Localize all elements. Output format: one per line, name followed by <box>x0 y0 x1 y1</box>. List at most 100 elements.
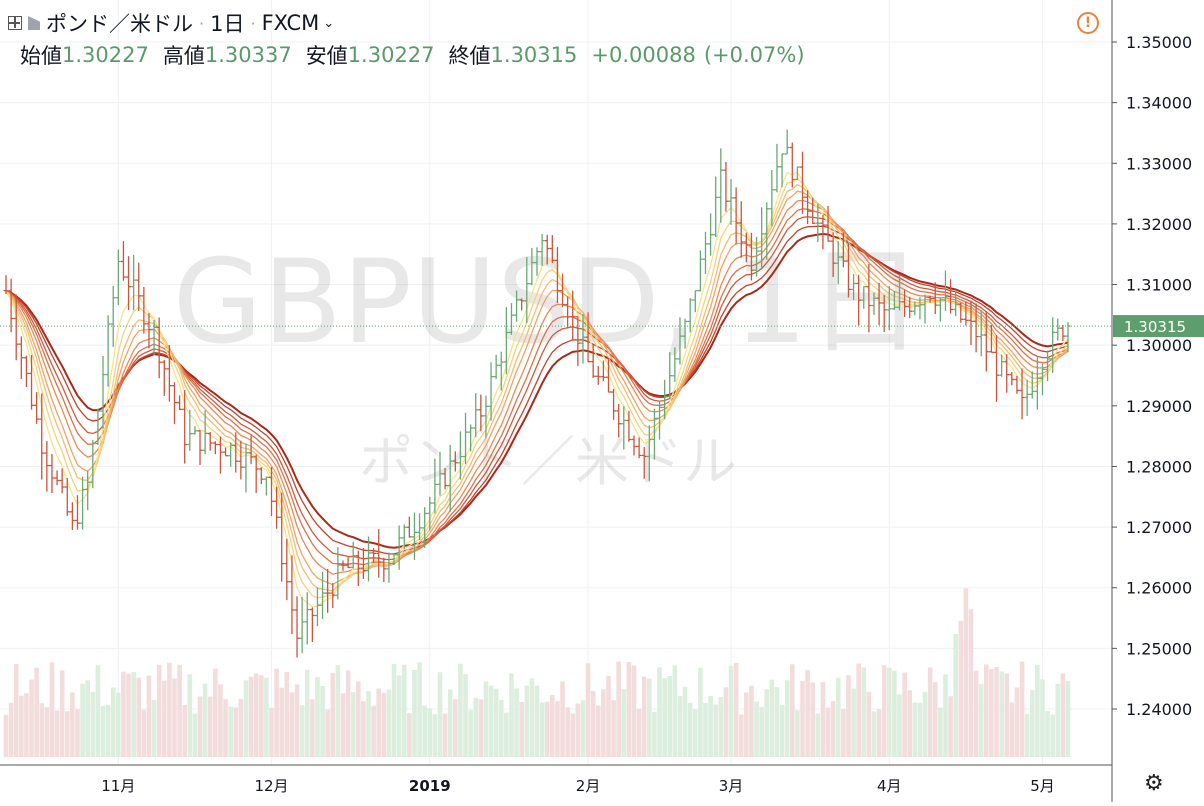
volume-bar <box>330 672 336 757</box>
volume-bar <box>100 705 106 757</box>
volume-bar <box>764 689 770 757</box>
y-tick-label: 1.26000 <box>1126 579 1192 598</box>
volume-bar <box>233 707 239 757</box>
open-value: 1.30227 <box>62 43 149 67</box>
volume-bar <box>54 710 60 757</box>
volume-bar <box>958 621 964 757</box>
volume-bar <box>279 687 285 757</box>
volume-bar <box>626 662 632 757</box>
volume-bar <box>156 664 162 757</box>
y-tick-label: 1.25000 <box>1126 639 1192 658</box>
volume-bar <box>590 691 596 757</box>
volume-bar <box>447 689 453 757</box>
volume-bar <box>738 714 744 757</box>
volume-bar <box>136 677 142 757</box>
volume-bar <box>744 692 749 757</box>
ribbon-layer <box>5 171 1069 608</box>
volume-bar <box>172 678 177 757</box>
volume-bar <box>606 675 611 757</box>
volume-bar <box>1050 714 1055 757</box>
volume-bar <box>718 697 724 757</box>
volume-bar <box>1024 714 1030 757</box>
volume-bar <box>207 696 213 757</box>
volume-bar <box>723 687 729 757</box>
volume-bar <box>1065 680 1071 757</box>
volume-bar <box>938 707 943 757</box>
volume-bar <box>902 672 907 757</box>
watermark-description: ポンド／米ドル <box>359 430 737 493</box>
x-tick-label: 11月 <box>101 777 135 795</box>
volume-bar <box>1035 664 1040 757</box>
volume-bar <box>310 699 315 757</box>
volume-bar <box>846 675 851 757</box>
volume-bar <box>437 672 443 757</box>
ema-line <box>5 183 1069 592</box>
ema-line <box>5 171 1069 608</box>
volume-bar <box>401 664 407 757</box>
volume-bar <box>1004 673 1010 757</box>
volume-bar <box>881 665 887 757</box>
ema-line <box>5 199 1069 575</box>
ema-line <box>5 190 1069 586</box>
gear-icon[interactable]: ⚙ <box>1144 771 1164 796</box>
volume-bar <box>8 702 14 757</box>
volume-bar <box>498 699 504 757</box>
volume-bar <box>396 675 402 757</box>
volume-bar <box>1029 690 1035 757</box>
volume-bar <box>621 689 627 757</box>
volume-bar <box>524 685 530 757</box>
volume-bar <box>636 708 642 757</box>
volume-bar <box>161 680 167 757</box>
volume-bar <box>70 692 75 757</box>
volume-bar <box>943 674 948 757</box>
volume-bar <box>238 698 244 757</box>
volume-bar <box>366 690 371 757</box>
volume-bar <box>248 676 254 757</box>
add-square-icon[interactable] <box>8 16 22 30</box>
x-tick-label: 2月 <box>576 777 601 795</box>
volume-bar <box>892 670 897 757</box>
volume-bar <box>539 702 545 757</box>
volume-bar <box>927 667 933 757</box>
volume-bar <box>805 670 810 757</box>
volume-bar <box>948 696 953 757</box>
flag-icon[interactable] <box>28 16 40 30</box>
volume-bar <box>810 682 816 757</box>
candle-layer <box>3 129 1071 658</box>
volume-bar <box>269 707 274 757</box>
chevron-down-icon[interactable]: ⌄ <box>323 15 335 31</box>
alert-icon[interactable]: ! <box>1077 12 1099 34</box>
close-value: 1.30315 <box>490 43 578 67</box>
volume-bar <box>432 714 438 757</box>
volume-bar <box>800 681 805 757</box>
symbol-name[interactable]: ポンド／米ドル <box>46 12 193 36</box>
volume-bar <box>345 670 351 757</box>
volume-bar <box>953 634 958 757</box>
volume-bar <box>774 687 780 757</box>
volume-bar <box>509 673 514 757</box>
volume-bar <box>90 691 96 757</box>
volume-bar <box>80 683 85 757</box>
volume-bar <box>243 680 249 757</box>
x-tick-label: 3月 <box>719 777 744 795</box>
volume-bar <box>912 702 918 757</box>
volume-bar <box>264 677 269 757</box>
volume-bar <box>667 675 673 757</box>
volume-bar <box>544 701 550 757</box>
volume-bar <box>19 695 24 757</box>
volume-bar <box>442 713 448 757</box>
volume-bar <box>59 670 65 757</box>
volume-bar <box>218 684 223 757</box>
volume-bar <box>759 706 764 757</box>
volume-bar <box>213 668 218 757</box>
volume-bar <box>182 705 188 757</box>
volume-bar <box>453 699 458 757</box>
volume-bar <box>779 704 785 757</box>
volume-bar <box>299 705 305 757</box>
interval-label[interactable]: 1日 <box>210 12 245 36</box>
y-tick-label: 1.29000 <box>1126 397 1192 416</box>
volume-bar <box>917 702 923 757</box>
exchange-label[interactable]: FXCM <box>261 11 320 35</box>
